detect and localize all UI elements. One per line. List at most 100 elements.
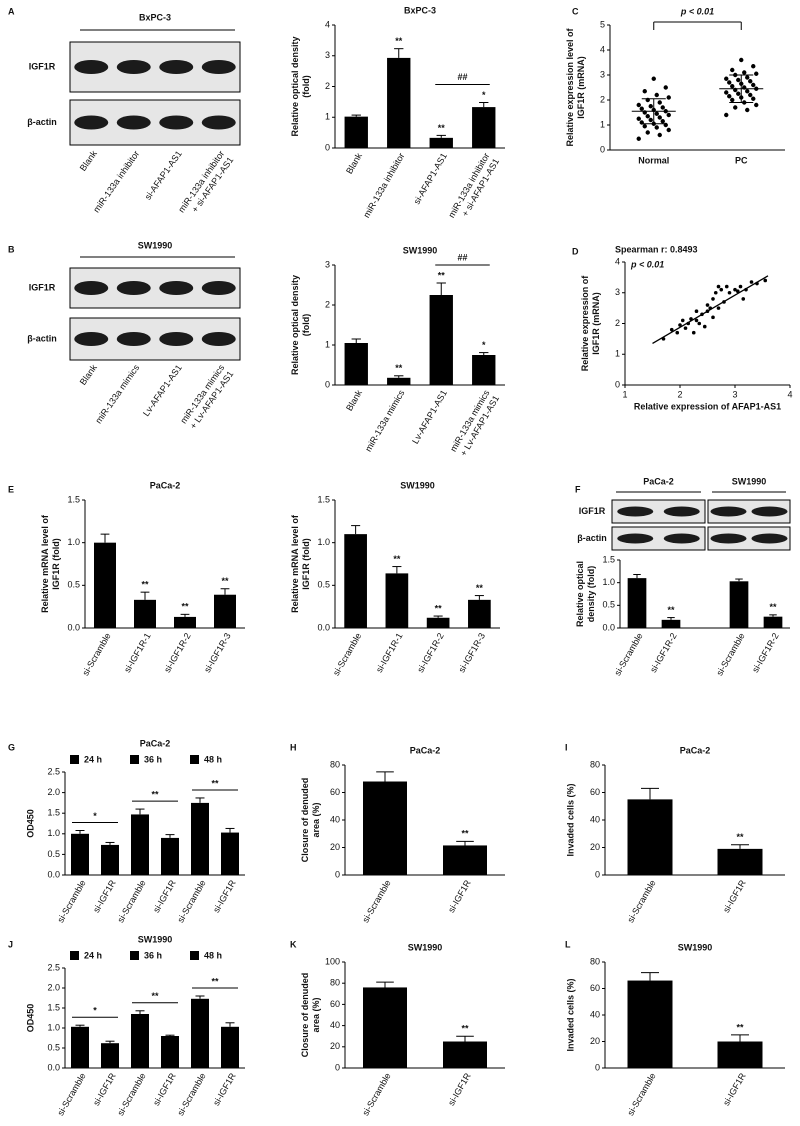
y-tick-label: 1.5: [67, 494, 80, 504]
chart-title: PaCa-2: [150, 480, 181, 490]
point: [730, 84, 735, 89]
bar: [429, 295, 453, 385]
bar: [627, 799, 673, 875]
bar: [131, 814, 149, 875]
stat-label: p < 0.01: [630, 259, 664, 269]
point: [636, 116, 641, 121]
chart-title: PaCa-2: [140, 738, 171, 748]
point: [733, 287, 737, 292]
significance-label: *: [482, 340, 486, 350]
point: [754, 102, 759, 108]
x-tick-label: si-IGF1R: [446, 1071, 473, 1108]
point: [713, 290, 718, 295]
blot-band: [74, 281, 109, 295]
y-tick-label: 2.0: [47, 982, 60, 992]
bar: [443, 845, 487, 875]
significance-label: **: [151, 789, 159, 799]
legend-label: 48 h: [204, 950, 222, 960]
y-tick-label: 3: [325, 259, 330, 269]
point: [727, 94, 732, 99]
y-tick-label: 0.0: [47, 869, 60, 879]
bar: [161, 1036, 179, 1068]
legend-swatch: [190, 951, 199, 960]
blot-band: [74, 60, 109, 74]
panel-letter: H: [290, 742, 297, 752]
x-tick-label: si-IGF1R: [91, 1071, 118, 1108]
x-tick-label: Blank: [344, 388, 364, 413]
x-tick-label: 1: [622, 389, 627, 399]
point: [697, 321, 702, 326]
x-tick-label: si-AFAP1-AS1: [412, 151, 449, 206]
y-tick-label: 2.0: [47, 787, 60, 797]
blot-band: [617, 506, 654, 517]
x-tick-label: si-Scramble: [625, 878, 657, 924]
point: [745, 107, 750, 113]
y-tick-label: 0.5: [317, 580, 330, 590]
y-axis-label: IGF1R (mRNA): [591, 292, 601, 355]
significance-label: **: [181, 602, 189, 612]
blot-row-label: IGF1R: [29, 282, 56, 292]
point: [727, 80, 732, 85]
y-tick-label: 40: [330, 1020, 340, 1030]
panel-letter: I: [565, 742, 568, 752]
blot-band: [159, 332, 194, 346]
panel-letter: A: [8, 6, 15, 16]
y-tick-label: 60: [330, 999, 340, 1009]
y-axis-label: Invaded cells (%): [565, 783, 575, 856]
point: [736, 91, 741, 96]
bar: [472, 107, 496, 148]
y-tick-label: 3: [615, 287, 620, 297]
significance-label: **: [395, 363, 403, 373]
y-tick-label: 80: [330, 978, 340, 988]
y-tick-label: 0: [335, 1062, 340, 1072]
bar: [472, 355, 496, 385]
significance-label: **: [141, 580, 149, 590]
y-tick-label: 0.0: [47, 1062, 60, 1072]
y-tick-label: 0.0: [67, 622, 80, 632]
bar: [426, 617, 450, 628]
panel-letter: E: [8, 484, 14, 494]
blot-band: [116, 115, 151, 130]
point: [739, 57, 744, 63]
point: [669, 327, 674, 332]
legend-swatch: [130, 951, 139, 960]
bar: [71, 833, 89, 875]
y-tick-label: 2: [325, 81, 330, 91]
bar: [363, 781, 407, 875]
y-tick-label: 1.0: [602, 577, 615, 587]
x-tick-label: si-Scramble: [625, 1071, 657, 1117]
y-axis-label: area (%): [311, 997, 321, 1032]
lane-label: Blank: [78, 362, 99, 387]
x-tick-label: si-IGF1R: [721, 1071, 748, 1108]
point: [639, 106, 644, 111]
panel-letter: C: [572, 6, 579, 16]
bar: [763, 616, 783, 628]
y-axis-label: (fold): [301, 75, 311, 98]
point: [741, 297, 746, 301]
y-tick-label: 0.5: [602, 600, 615, 610]
y-axis-label: OD450: [25, 809, 35, 838]
point: [675, 330, 680, 335]
point: [745, 89, 750, 94]
blot-band: [201, 281, 236, 295]
x-tick-label: si-Scramble: [175, 878, 207, 924]
x-tick-label: si-Scramble: [80, 631, 112, 677]
blot-band: [201, 60, 236, 74]
point: [680, 318, 685, 323]
y-tick-label: 0.0: [602, 622, 615, 632]
y-tick-label: 60: [330, 787, 340, 797]
legend-swatch: [70, 951, 79, 960]
y-tick-label: 0: [335, 869, 340, 879]
point: [666, 127, 671, 133]
blot-band: [663, 506, 700, 517]
x-tick-label: si-IGF1R-1: [374, 631, 405, 674]
point: [738, 284, 743, 289]
y-tick-label: 1.0: [317, 537, 330, 547]
y-tick-label: 1.0: [67, 537, 80, 547]
x-tick-label: si-IGF1R: [151, 878, 178, 915]
y-tick-label: 1.0: [47, 828, 60, 838]
significance-label: **: [151, 991, 159, 1001]
y-axis-label: area (%): [311, 802, 321, 837]
point: [748, 79, 753, 84]
